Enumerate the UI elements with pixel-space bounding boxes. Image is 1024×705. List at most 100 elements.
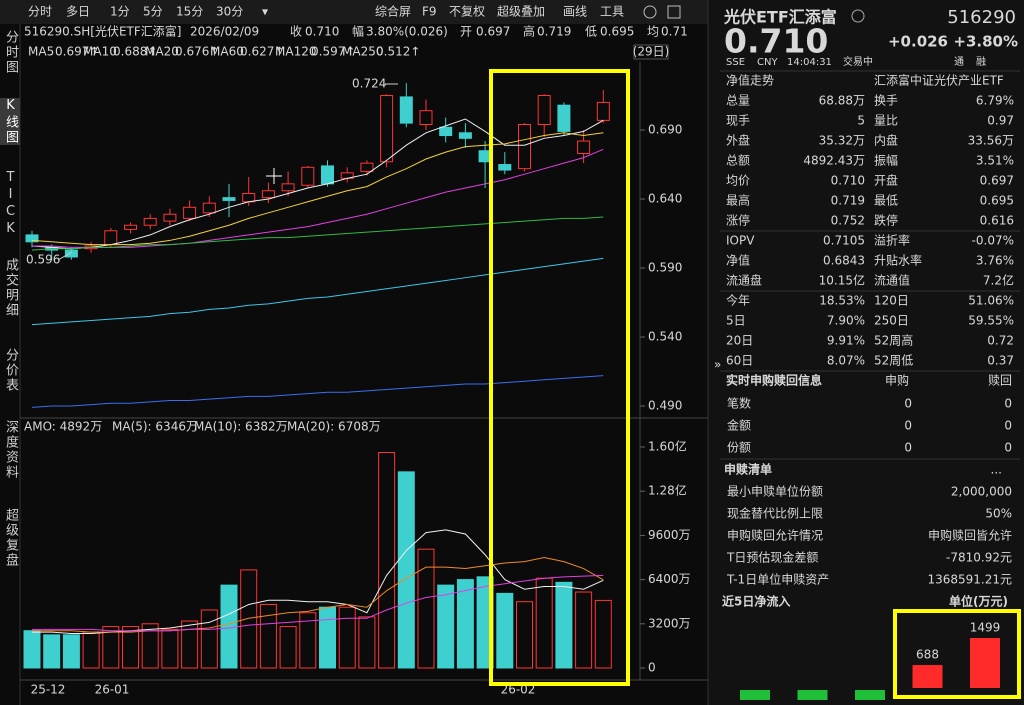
row-value: 申购赎回皆允许 [928,528,1012,543]
row-label: 现金替代比例上限 [727,506,823,521]
y-tick-label: 0.540 [648,330,682,344]
volume-bar [200,609,218,669]
flow-bar [970,638,1000,688]
side-tab[interactable]: 成交明细 [3,258,18,318]
volume-bar [397,471,415,669]
stat-label: 20日 [726,334,753,348]
row-label: 笔数 [727,396,751,411]
volume-bar [240,569,258,669]
toolbar-button[interactable]: 15分 [176,5,203,19]
field-value: 0.71 [661,25,688,39]
meta: SSE [726,57,745,68]
toolbar-button[interactable]: 画线 [563,5,587,19]
field-label: 收 [290,25,302,39]
stat-value: 33.56万 [968,134,1014,148]
toolbar-button[interactable]: 30分 [216,5,243,19]
stat-label: 120日 [874,294,909,308]
candle-body [104,230,118,246]
toolbar-button[interactable]: 不复权 [449,5,485,19]
stat-value: 0.697 [980,174,1014,188]
candle-body [124,224,137,230]
volume-bar [279,626,297,669]
stat-value: 18.53% [819,294,865,308]
candle-body [261,190,275,199]
volume-bar [358,616,376,669]
side-tab[interactable]: 分价表 [3,348,18,393]
change-pct: +3.80% [953,33,1018,51]
y-tick-label: 3200万 [648,616,691,630]
row-value: 2,000,000 [951,485,1012,499]
toolbar-button[interactable]: 1分 [110,5,130,19]
flow-bar [740,690,770,701]
stat-value: 59.55% [968,314,1014,328]
volume-bar [378,452,396,669]
column-header: 赎回 [988,374,1012,388]
field-label: 幅 [352,24,364,39]
stat-value: 3.51% [976,154,1014,168]
dropdown-arrow[interactable]: ▾ [262,5,268,19]
legend-name: MA10 [83,45,117,59]
candle-body [419,110,433,126]
stat-label: 开盘 [874,173,898,188]
y-tick-label: 0.490 [648,399,682,413]
stat-value: 10.15亿 [819,273,865,288]
settings-icon[interactable] [643,5,657,19]
info-icon[interactable] [851,9,865,23]
toolbar-button[interactable]: 超级叠加 [497,4,545,19]
side-tab[interactable]: K线图 [0,98,20,145]
toolbar-button[interactable]: 多日 [66,5,90,19]
more-button[interactable]: ... [991,463,1002,477]
field-value: 0.695 [600,25,634,39]
toolbar-button[interactable]: F9 [422,5,437,19]
volume-bar [535,577,553,669]
stat-value: 0.719 [831,194,865,208]
window-icon[interactable] [667,5,681,19]
stat-label: 均价 [726,174,750,188]
candle-body [321,165,334,185]
y-tick-label: 1.60亿 [648,438,687,453]
volume-bar [516,601,533,669]
side-tab[interactable]: 分时图 [3,30,18,75]
toolbar-button[interactable]: 综合屏 [375,4,411,19]
candle-body [439,126,453,137]
y-tick-label: 0.640 [648,192,682,206]
volume-bar [575,591,593,669]
flow-label: 688 [916,648,939,662]
volume-bar [23,630,41,669]
full-name: 汇添富中证光伏产业ETF [874,73,1004,88]
change: +0.026 [888,33,948,51]
flow-bar [797,690,828,701]
x-tick-label: 26-01 [95,683,130,697]
volume-bar [161,628,179,669]
stat-value: 0.7105 [823,234,865,248]
stat-label: 52周高 [874,333,913,348]
field-label: 开 [460,25,472,39]
candle-body [281,183,295,192]
stat-label: 量比 [874,114,898,128]
side-tab[interactable]: 深度资料 [3,420,18,480]
stock-name: 光伏ETF汇添富 [723,8,837,27]
toolbar-button[interactable]: 工具 [600,5,624,19]
stat-label: 今年 [726,293,750,308]
flow-bar [912,665,943,688]
section-title: 申赎清单 [724,462,772,477]
period-box[interactable] [633,44,669,60]
volume-bar [141,623,159,669]
side-tab[interactable]: 超级复盘 [3,508,18,568]
side-tab[interactable]: TICK [3,170,18,238]
candle-body [537,95,551,126]
volume-bar [259,603,277,669]
field-value: 0.697 [476,25,510,39]
row-value: 50% [985,507,1012,521]
toolbar-button[interactable]: 5分 [143,5,163,19]
candle-body [64,249,78,258]
candle-body [202,202,216,214]
collapse-arrow[interactable]: » [714,358,721,372]
tab[interactable]: 净值走势 [726,73,774,88]
stat-label: 现手 [726,114,750,128]
volume-bar [82,631,100,669]
y-tick-label: 9600万 [648,528,691,542]
toolbar-button[interactable]: 分时 [28,5,52,19]
ma-line [32,148,604,248]
